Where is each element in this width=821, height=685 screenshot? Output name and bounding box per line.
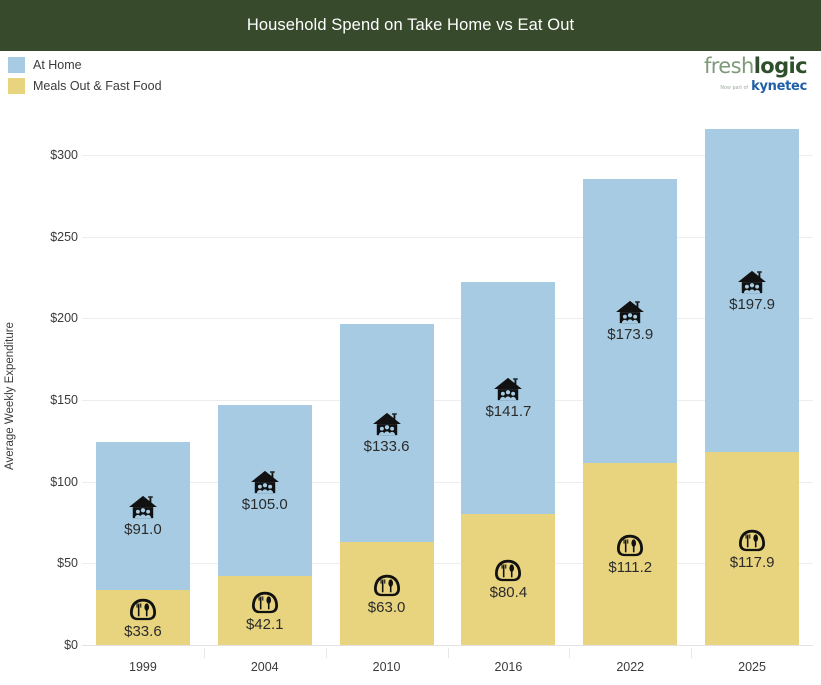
x-axis-tick-mark bbox=[447, 648, 449, 658]
house-family-icon bbox=[250, 469, 280, 495]
gridline bbox=[82, 481, 813, 483]
legend-item-meals-out[interactable]: Meals Out & Fast Food bbox=[8, 77, 162, 94]
gridline bbox=[82, 155, 813, 156]
page-title: Household Spend on Take Home vs Eat Out bbox=[246, 16, 575, 34]
freshlogic-logo: freshlogic Now part of kynetec bbox=[701, 54, 808, 98]
bar-segment-content: $173.9 bbox=[607, 299, 653, 343]
bar-segment-content: $117.9 bbox=[729, 527, 775, 571]
gridline bbox=[82, 236, 813, 238]
bar-segment-content: $42.1 bbox=[246, 589, 284, 633]
bar-segment-meals-out[interactable]: $42.1 bbox=[217, 576, 312, 645]
cutlery-plate-icon bbox=[250, 589, 280, 615]
y-axis-tick-label: $50 bbox=[57, 556, 78, 571]
bar-segment-meals-out[interactable]: $33.6 bbox=[95, 590, 190, 645]
bar-segment-meals-out[interactable]: $111.2 bbox=[583, 463, 678, 645]
bar-segment-at-home[interactable]: $133.6 bbox=[339, 323, 434, 543]
bar-value-label: $33.6 bbox=[124, 622, 162, 640]
y-axis-tick-label: $200 bbox=[50, 311, 78, 326]
bar-value-label: $42.1 bbox=[245, 615, 284, 633]
y-axis-tick-label: $150 bbox=[50, 393, 78, 407]
bar-segment-at-home[interactable]: $173.9 bbox=[583, 179, 678, 464]
bar-segment-content: $111.2 bbox=[608, 532, 652, 576]
bar-segment-meals-out[interactable]: $80.4 bbox=[461, 513, 556, 645]
bar-value-label: $80.4 bbox=[489, 584, 528, 602]
house-family-icon bbox=[737, 269, 767, 295]
bar-segment-at-home[interactable]: $197.9 bbox=[705, 129, 800, 453]
bar-segment-content: $105.0 bbox=[242, 469, 288, 513]
x-axis-tick-label: 2016 bbox=[494, 660, 523, 674]
x-axis-tick-label: 2010 bbox=[372, 660, 401, 674]
y-axis-ticks: $0 $50 $100 $150 $200 $250 $300 bbox=[0, 100, 78, 685]
bar-segment-at-home[interactable]: $91.0 bbox=[95, 441, 190, 591]
house-family-icon bbox=[372, 411, 402, 437]
bar-group[interactable]: $42.1 $105.0 bbox=[217, 404, 312, 645]
bar-value-label: $63.0 bbox=[367, 598, 406, 616]
cutlery-plate-icon bbox=[493, 557, 523, 583]
bar-value-label: $91.0 bbox=[124, 520, 162, 538]
bar-group[interactable]: $80.4 $141.7 bbox=[461, 282, 556, 645]
x-axis-tick-label: 2022 bbox=[616, 660, 645, 674]
chart-legend: At Home Meals Out & Fast Food bbox=[8, 56, 162, 94]
bar-group[interactable]: $33.6 $91.0 bbox=[95, 441, 190, 645]
bar-group[interactable]: $111.2 $173.9 bbox=[583, 179, 678, 645]
bar-value-label: $197.9 bbox=[729, 295, 776, 313]
bar-value-label: $173.9 bbox=[607, 326, 654, 344]
y-axis-tick-label: $100 bbox=[50, 474, 78, 489]
logo-word-logic: logic bbox=[753, 54, 808, 78]
bar-group[interactable]: $63.0 $133.6 bbox=[339, 323, 434, 645]
x-axis-tick-mark bbox=[569, 648, 571, 658]
legend-item-at-home[interactable]: At Home bbox=[8, 56, 162, 73]
logo-word-fresh: fresh bbox=[703, 54, 754, 78]
bar-segment-content: $197.9 bbox=[729, 269, 775, 313]
gridline bbox=[82, 400, 813, 401]
legend-swatch-at-home bbox=[8, 56, 25, 73]
bar-segment-content: $33.6 bbox=[124, 596, 162, 640]
logo-parent-brand: kynetec bbox=[751, 79, 807, 94]
plot-area: Average Weekly Expenditure $0 $50 $100 $150… bbox=[0, 100, 821, 685]
bar-group[interactable]: $117.9 $197.9 bbox=[705, 129, 800, 645]
logo-parent-lockup: Now part of kynetec bbox=[701, 80, 807, 93]
logo-tagline: Now part of bbox=[720, 85, 749, 91]
bar-value-label: $141.7 bbox=[485, 402, 532, 420]
house-family-icon bbox=[493, 376, 523, 402]
cutlery-plate-icon bbox=[128, 596, 158, 622]
bar-segment-meals-out[interactable]: $117.9 bbox=[705, 452, 800, 645]
x-axis-tick-mark bbox=[325, 648, 327, 658]
bar-value-label: $117.9 bbox=[729, 553, 775, 571]
bar-value-label: $133.6 bbox=[363, 438, 410, 455]
x-axis-tick-label: 2004 bbox=[250, 660, 279, 674]
axis-baseline bbox=[82, 645, 813, 646]
cutlery-plate-icon bbox=[737, 527, 767, 553]
bar-segment-at-home[interactable]: $141.7 bbox=[461, 282, 556, 514]
gridline bbox=[82, 318, 813, 320]
logo-wordmark: freshlogic bbox=[701, 54, 808, 78]
chart-title-bar: Household Spend on Take Home vs Eat Out bbox=[0, 0, 821, 51]
cutlery-plate-icon bbox=[372, 572, 402, 598]
x-axis-tick-label: 2025 bbox=[738, 660, 766, 674]
house-family-icon bbox=[615, 299, 645, 325]
bar-value-label: $105.0 bbox=[241, 495, 288, 513]
bar-segment-content: $91.0 bbox=[124, 494, 162, 538]
x-axis-tick-mark bbox=[203, 648, 205, 658]
plot-grid: $33.6 $91.0 $42.1 $105.0 $63.0 $133.6 $80.4 $14… bbox=[82, 100, 813, 685]
bar-segment-content: $141.7 bbox=[485, 376, 531, 420]
y-axis-tick-label: $250 bbox=[50, 229, 78, 244]
y-axis-tick-label: $0 bbox=[64, 638, 78, 652]
x-axis-tick-label: 1999 bbox=[129, 660, 157, 674]
bar-segment-content: $63.0 bbox=[367, 572, 406, 616]
y-axis-tick-label: $300 bbox=[50, 148, 78, 162]
gridline bbox=[82, 563, 813, 565]
house-family-icon bbox=[128, 494, 158, 520]
bar-segment-content: $133.6 bbox=[364, 411, 410, 455]
bar-value-label: $111.2 bbox=[608, 559, 653, 577]
cutlery-plate-icon bbox=[615, 532, 645, 558]
bar-segment-content: $80.4 bbox=[489, 557, 528, 602]
bar-segment-at-home[interactable]: $105.0 bbox=[217, 404, 312, 577]
legend-label-at-home: At Home bbox=[33, 57, 82, 72]
x-axis-tick-mark bbox=[691, 648, 693, 658]
bar-segment-meals-out[interactable]: $63.0 bbox=[339, 542, 434, 645]
legend-label-meals-out: Meals Out & Fast Food bbox=[33, 78, 162, 93]
legend-swatch-meals-out bbox=[8, 77, 25, 94]
